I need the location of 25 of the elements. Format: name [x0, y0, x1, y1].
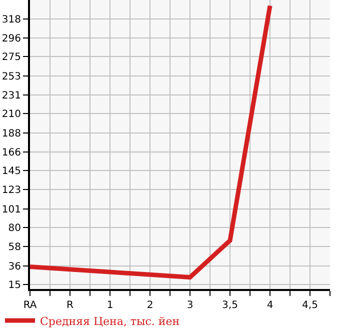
y-tick-label: 188	[2, 128, 21, 140]
x-tick-label: 2	[146, 300, 154, 311]
y-tick-label: 145	[2, 166, 21, 177]
x-tick-label: 3	[186, 300, 194, 311]
x-tick-label: 4	[266, 300, 274, 311]
y-tick-label: 123	[2, 185, 21, 196]
x-tick-label: 1	[106, 300, 114, 311]
y-tick-label: 296	[2, 34, 21, 45]
y-tick-label: 15	[8, 280, 21, 291]
y-tick-label: 253	[2, 71, 21, 82]
y-tick-label: 80	[8, 222, 21, 234]
y-tick-label: 231	[2, 90, 21, 102]
x-tick-label: 4,5	[302, 300, 318, 311]
line-series	[30, 4, 272, 280]
y-tick-label: 275	[2, 52, 21, 64]
legend-label: Средняя Цена, тыс. йен	[40, 314, 180, 328]
x-tick-label: R	[66, 300, 74, 311]
x-tick-label: RA	[23, 300, 37, 311]
y-tick-label: 166	[2, 148, 21, 159]
x-tick-label: 3,5	[222, 300, 238, 311]
y-tick-label: 210	[2, 109, 21, 120]
y-tick-label: 36	[8, 261, 21, 272]
y-tick-label: 58	[8, 242, 21, 254]
y-tick-label: 101	[2, 204, 21, 216]
y-tick-label: 318	[2, 14, 21, 26]
